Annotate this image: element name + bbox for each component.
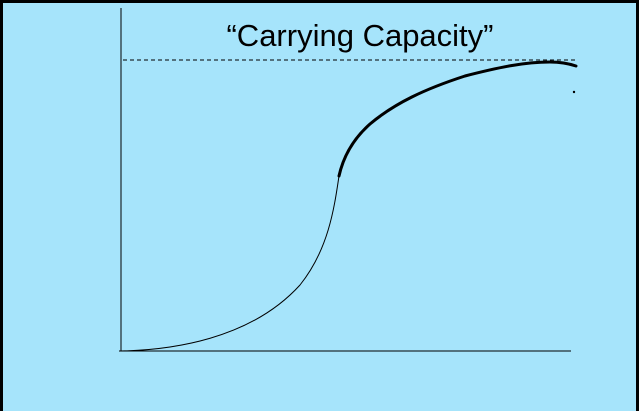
growth-curve-lower (120, 175, 340, 352)
carrying-capacity-label: “Carrying Capacity” (226, 18, 493, 53)
stray-dot (572, 90, 576, 94)
growth-curve-upper (337, 60, 578, 178)
